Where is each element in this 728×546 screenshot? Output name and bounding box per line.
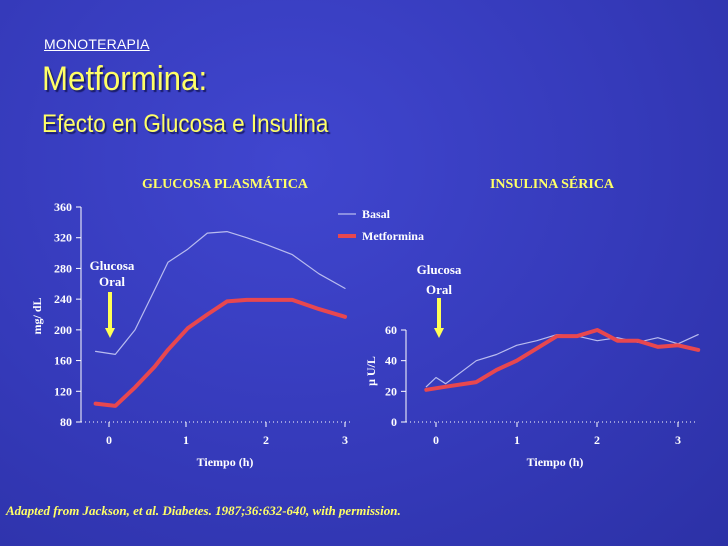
glucose-y-tick-label: 280 [54, 261, 72, 275]
glucose-x-tick-label: 1 [183, 433, 189, 447]
legend-metformina-label: Metformina [362, 229, 424, 243]
slide-subtitle: Efecto en Glucosa e Insulina [42, 110, 329, 138]
insulin-annotation-line2: Oral [426, 282, 452, 297]
glucose-chart-title: GLUCOSA PLASMÁTICA [142, 175, 309, 192]
insulin-chart-title: INSULINA SÉRICA [490, 175, 615, 192]
insulin-annotation-line1: Glucosa [417, 262, 462, 277]
glucose-series-basal-line [94, 231, 346, 355]
insulin-x-axis-label: Tiempo (h) [527, 455, 584, 469]
insulin-x-tick-label: 0 [433, 433, 439, 447]
glucose-y-tick-label: 320 [54, 231, 72, 245]
glucose-y-tick-label: 240 [54, 292, 72, 306]
legend-basal-label: Basal [362, 207, 391, 221]
insulin-y-tick-label: 20 [385, 384, 397, 398]
glucose-annotation-line1: Glucosa [90, 258, 135, 273]
glucose-y-axis-label: mg/ dL [30, 297, 44, 334]
insulin-series-basal-line [425, 334, 699, 388]
glucose-x-axis-label: Tiempo (h) [197, 455, 254, 469]
slide-kicker: MONOTERAPIA [44, 36, 150, 52]
citation-footer: Adapted from Jackson, et al. Diabetes. 1… [6, 503, 401, 518]
insulin-y-tick-label: 0 [391, 415, 397, 429]
insulin-x-tick-label: 2 [594, 433, 600, 447]
glucose-y-tick-label: 120 [54, 384, 72, 398]
glucose-y-tick-label: 160 [54, 354, 72, 368]
insulin-y-axis-label: μ U/L [364, 356, 378, 386]
slide-title: Metformina: [42, 60, 208, 98]
glucose-arrow-head-icon [105, 328, 115, 338]
glucose-y-tick-label: 80 [60, 415, 72, 429]
insulin-x-tick-label: 3 [675, 433, 681, 447]
glucose-y-tick-label: 360 [54, 200, 72, 214]
insulin-y-tick-label: 60 [385, 323, 397, 337]
glucose-y-tick-label: 200 [54, 323, 72, 337]
insulin-x-tick-label: 1 [514, 433, 520, 447]
glucose-series-metformina-line [93, 297, 347, 408]
insulin-y-tick-label: 40 [385, 354, 397, 368]
glucose-x-tick-label: 3 [342, 433, 348, 447]
glucose-annotation-line2: Oral [99, 274, 125, 289]
glucose-x-tick-label: 2 [263, 433, 269, 447]
insulin-series-metformina-line [424, 328, 701, 392]
glucose-chart: 80 120 160 200 240 280 320 360 0 1 2 3 [54, 200, 352, 447]
insulin-chart: 0 20 40 60 0 1 2 3 [385, 298, 701, 447]
glucose-x-tick-label: 0 [106, 433, 112, 447]
insulin-arrow-head-icon [434, 328, 444, 338]
